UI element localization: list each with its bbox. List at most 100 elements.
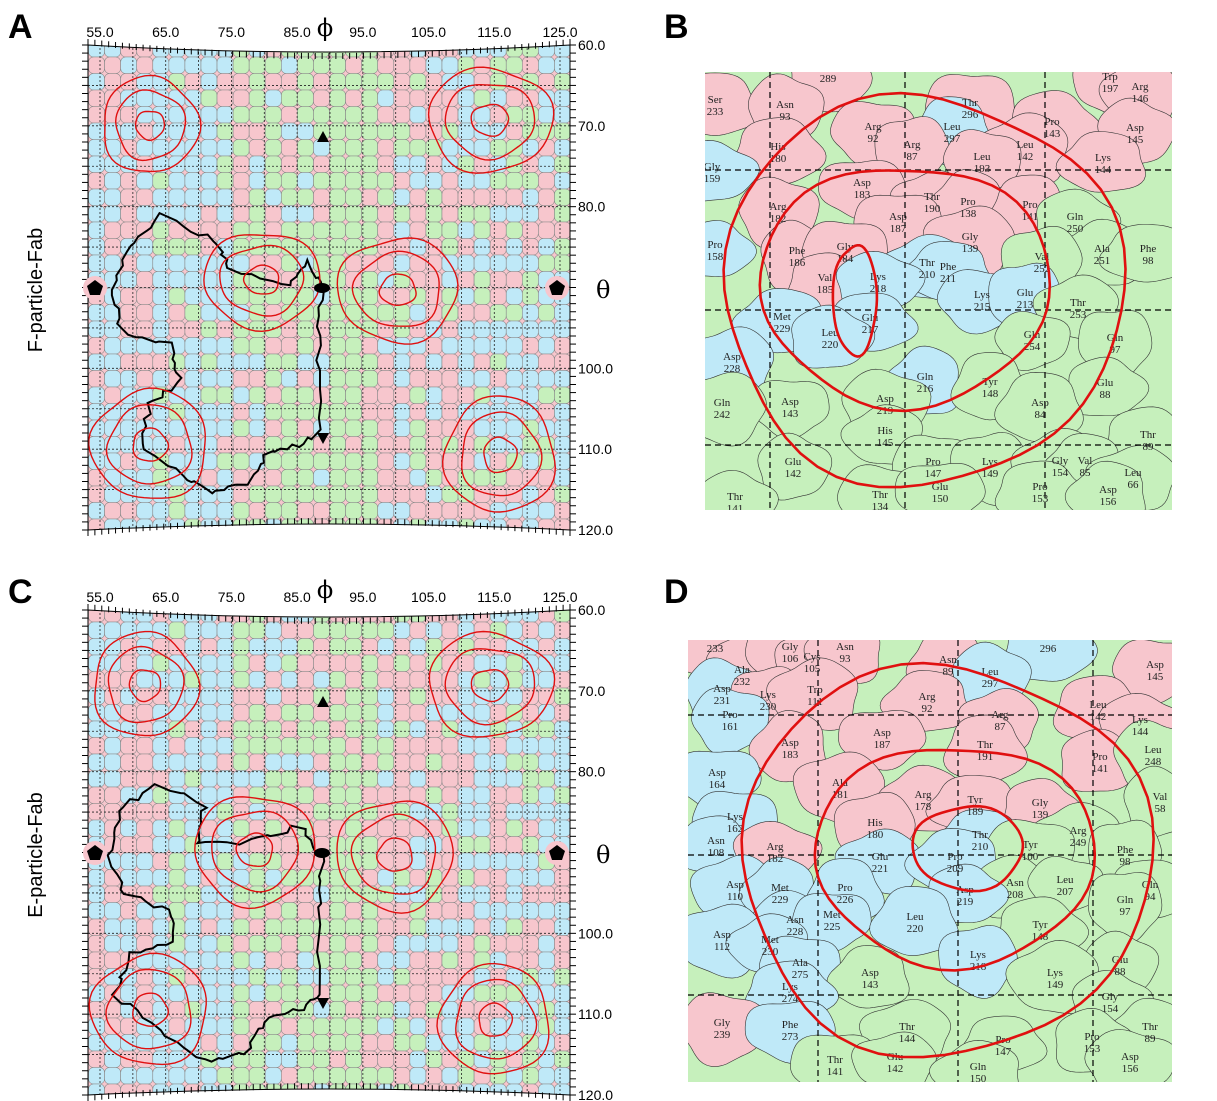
- map-cell: [442, 622, 458, 639]
- map-cell: [281, 787, 297, 804]
- map-cell: [201, 820, 217, 837]
- map-cell: [89, 622, 105, 639]
- map-cell: [522, 288, 538, 305]
- map-cell: [522, 404, 538, 421]
- residue-name: Pro: [722, 709, 738, 721]
- map-cell: [490, 189, 506, 206]
- map-cell: [249, 486, 265, 503]
- map-cell: [378, 738, 394, 755]
- residue-name: Gly: [962, 231, 979, 243]
- map-cell: [554, 222, 570, 239]
- side-label: F-particle-Fab: [25, 228, 47, 352]
- map-cell: [297, 672, 313, 689]
- theta-tick-label: 60.0: [578, 37, 605, 53]
- map-cell: [506, 738, 522, 755]
- map-cell: [378, 705, 394, 722]
- map-cell: [394, 222, 410, 239]
- map-cell: [506, 470, 522, 487]
- map-cell: [217, 837, 233, 854]
- map-cell: [233, 107, 249, 124]
- map-cell: [378, 222, 394, 239]
- map-cell: [281, 705, 297, 722]
- map-cell: [249, 622, 265, 639]
- map-cell: [297, 705, 313, 722]
- residue-name: Leu: [943, 121, 961, 133]
- map-cell: [442, 606, 458, 623]
- map-cell: [201, 173, 217, 190]
- map-cell: [153, 705, 169, 722]
- map-cell: [121, 189, 137, 206]
- map-cell: [297, 738, 313, 755]
- map-cell: [313, 321, 329, 338]
- map-cell: [330, 206, 346, 223]
- map-cell: [362, 156, 378, 173]
- map-cell: [522, 837, 538, 854]
- map-cell: [121, 936, 137, 953]
- map-cell: [169, 90, 185, 107]
- map-cell: [233, 853, 249, 870]
- map-cell: [313, 622, 329, 639]
- map-cell: [201, 371, 217, 388]
- map-cell: [137, 738, 153, 755]
- map-cell: [297, 156, 313, 173]
- map-cell: [297, 453, 313, 470]
- map-cell: [265, 622, 281, 639]
- map-cell: [362, 470, 378, 487]
- map-cell: [458, 255, 474, 272]
- map-cell: [554, 503, 570, 520]
- map-cell: [378, 1035, 394, 1052]
- map-cell: [490, 771, 506, 788]
- map-cell: [442, 222, 458, 239]
- map-cell: [346, 622, 362, 639]
- map-cell: [474, 1035, 490, 1052]
- map-cell: [490, 787, 506, 804]
- map-cell: [281, 969, 297, 986]
- map-cell: [330, 371, 346, 388]
- map-cell: [169, 173, 185, 190]
- map-cell: [410, 420, 426, 437]
- map-cell: [378, 1051, 394, 1068]
- residue-number: 190: [924, 203, 941, 215]
- map-cell: [265, 837, 281, 854]
- map-cell: [105, 387, 121, 404]
- map-cell: [394, 57, 410, 74]
- residue-number: 228: [724, 363, 741, 375]
- zoom-panel: 233Ala232Asp231Gly106Cys105Asn93Asn89296…: [669, 612, 1199, 1101]
- map-cell: [297, 57, 313, 74]
- map-cell: [89, 57, 105, 74]
- map-cell: [458, 738, 474, 755]
- map-cell: [313, 606, 329, 623]
- map-cell: [153, 754, 169, 771]
- theta-symbol: θ: [596, 841, 610, 869]
- map-cell: [394, 156, 410, 173]
- map-cell: [217, 1018, 233, 1035]
- map-cell: [330, 639, 346, 656]
- map-cell: [442, 903, 458, 920]
- map-cell: [121, 639, 137, 656]
- map-cell: [169, 503, 185, 520]
- map-cell: [410, 771, 426, 788]
- map-cell: [538, 57, 554, 74]
- map-cell: [410, 90, 426, 107]
- map-cell: [249, 338, 265, 355]
- map-cell: [330, 936, 346, 953]
- residue-name: Arg: [992, 709, 1009, 721]
- map-cell: [281, 371, 297, 388]
- residue-name: Asp: [713, 929, 731, 941]
- map-cell: [89, 820, 105, 837]
- residue-number: 229: [772, 894, 789, 906]
- residue-name: Thr: [727, 491, 743, 503]
- map-cell: [458, 870, 474, 887]
- residue-name: Pro: [1092, 751, 1108, 763]
- residue-number: 242: [714, 409, 731, 421]
- map-cell: [554, 305, 570, 322]
- map-cell: [474, 338, 490, 355]
- map-cell: [506, 305, 522, 322]
- map-cell: [474, 321, 490, 338]
- residue-name: Pro: [837, 882, 853, 894]
- map-cell: [378, 886, 394, 903]
- residue-name: Val: [1153, 791, 1168, 803]
- map-cell: [153, 338, 169, 355]
- map-cell: [265, 305, 281, 322]
- map-cell: [378, 672, 394, 689]
